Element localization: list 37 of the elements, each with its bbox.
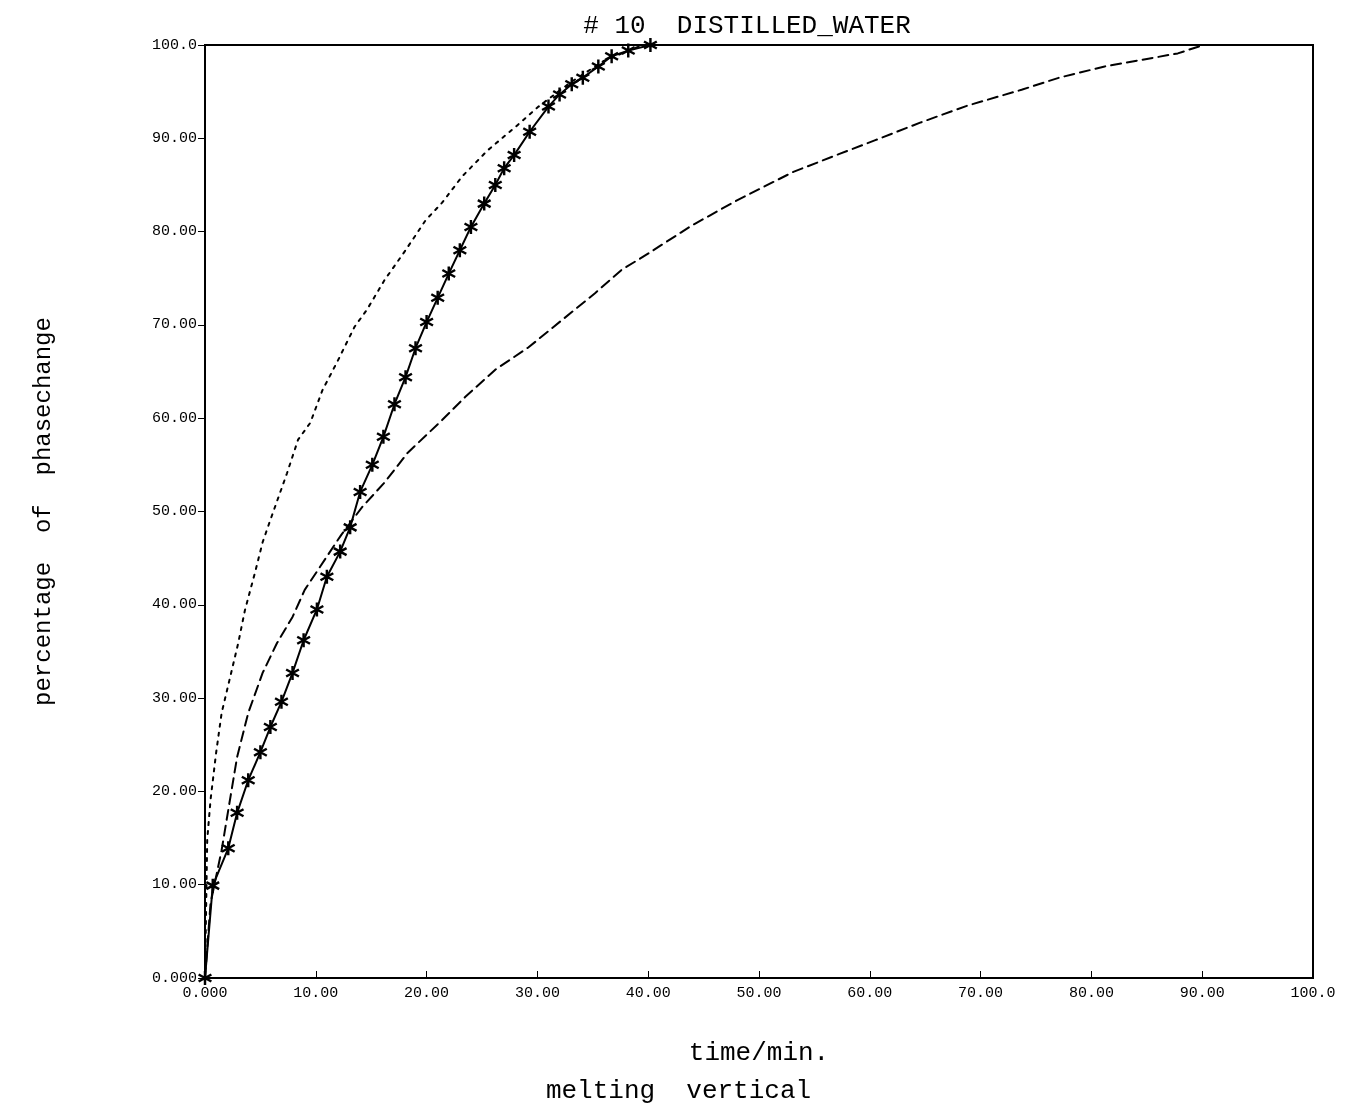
y-axis-title: percentage of phasechange	[29, 317, 57, 706]
point	[591, 59, 606, 74]
x-tick-label: 20.00	[404, 985, 450, 1002]
point	[376, 429, 391, 444]
x-tick-label: 50.00	[736, 985, 782, 1002]
y-tick-label: 50.00	[151, 503, 197, 520]
y-tick-label: 70.00	[151, 316, 197, 334]
y-tick-label: 0.000	[151, 969, 197, 987]
x-tick-label: 90.00	[1179, 985, 1225, 1002]
x-tick-label: 100.0	[1290, 985, 1336, 1002]
y-tick-label: 10.00	[151, 876, 197, 894]
x-axis-title: time/min.	[688, 1038, 830, 1068]
point	[419, 315, 434, 330]
y-tick-label: 80.00	[151, 223, 197, 241]
y-tick-label: 30.00	[151, 689, 197, 707]
x-tick-label: 70.00	[958, 985, 1004, 1002]
point	[541, 99, 556, 114]
chart-title: # 10 DISTILLED_WATER	[583, 11, 911, 41]
y-tick-label: 60.00	[151, 409, 197, 427]
point	[263, 720, 278, 735]
y-tick-label: 90.00	[151, 129, 197, 147]
point	[430, 290, 445, 305]
x-tick-label: 80.00	[1068, 985, 1114, 1002]
point	[488, 177, 503, 192]
y-tick-label: 100.0	[151, 36, 197, 54]
point	[552, 87, 567, 102]
x-tick-label: 60.00	[847, 985, 893, 1002]
x-tick-label: 30.00	[514, 985, 560, 1002]
y-tick-label: 20.00	[151, 782, 197, 800]
point	[643, 38, 658, 52]
text: melting vertical	[545, 1076, 812, 1106]
x-tick-label: 10.00	[293, 985, 339, 1002]
point	[365, 457, 380, 472]
x-tick-label: 40.00	[625, 985, 671, 1002]
point	[285, 665, 300, 680]
x-tick-label: 0.000	[182, 985, 228, 1002]
y-tick-label: 40.00	[151, 596, 197, 614]
